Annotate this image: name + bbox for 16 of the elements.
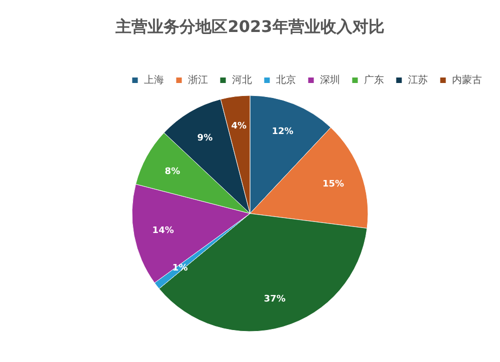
data-label: 12% <box>272 127 294 138</box>
data-label: 14% <box>152 226 174 236</box>
legend-label: 江苏 <box>408 74 428 86</box>
data-label: 4% <box>231 122 247 132</box>
legend-label: 深圳 <box>320 74 340 86</box>
legend-label: 河北 <box>232 74 252 86</box>
chart-title: 主营业务分地区2023年营业收入对比 <box>114 17 384 36</box>
legend-label: 北京 <box>276 74 296 86</box>
legend-label: 广东 <box>364 74 384 86</box>
legend-label: 浙江 <box>188 74 208 86</box>
data-label: 15% <box>322 180 344 190</box>
data-label: 8% <box>164 166 180 177</box>
legend-label: 内蒙古 <box>452 74 482 86</box>
data-label: 9% <box>197 133 213 144</box>
data-label: 37% <box>264 294 286 304</box>
legend-label: 上海 <box>144 74 164 86</box>
